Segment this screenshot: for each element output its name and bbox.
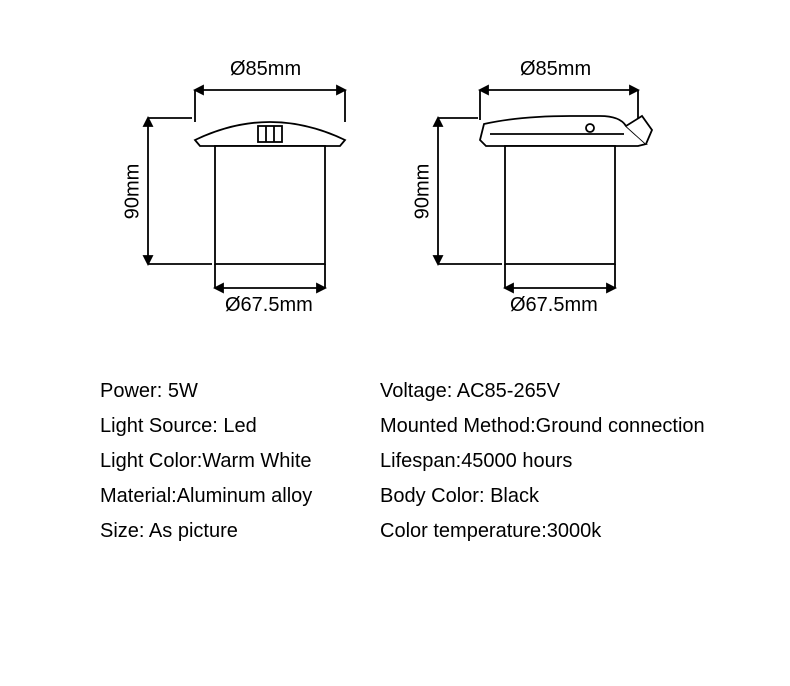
spec-cell: Voltage: AC85-265V bbox=[380, 380, 740, 403]
spec-cell: Body Color: Black bbox=[380, 485, 740, 508]
diagrams-area: Ø85mm bbox=[0, 60, 790, 340]
specs-table: Power: 5W Voltage: AC85-265V Light Sourc… bbox=[100, 380, 740, 555]
spec-row: Material:Aluminum alloy Body Color: Blac… bbox=[100, 485, 740, 508]
dim-bottom-right: Ø67.5mm bbox=[510, 294, 598, 317]
drawing-right-svg bbox=[420, 60, 700, 320]
drawing-left-svg bbox=[130, 60, 390, 320]
spec-cell: Color temperature:3000k bbox=[380, 520, 740, 543]
dim-left-left: 90mm bbox=[121, 164, 144, 220]
spec-cell: Mounted Method:Ground connection bbox=[380, 415, 740, 438]
spec-cell: Lifespan:45000 hours bbox=[380, 450, 740, 473]
spec-row: Power: 5W Voltage: AC85-265V bbox=[100, 380, 740, 403]
spec-cell: Power: 5W bbox=[100, 380, 380, 403]
spec-cell: Light Source: Led bbox=[100, 415, 380, 438]
spec-row: Size: As picture Color temperature:3000k bbox=[100, 520, 740, 543]
dim-left-right: 90mm bbox=[411, 164, 434, 220]
dim-bottom-left: Ø67.5mm bbox=[225, 294, 313, 317]
spec-row: Light Source: Led Mounted Method:Ground … bbox=[100, 415, 740, 438]
spec-row: Light Color:Warm White Lifespan:45000 ho… bbox=[100, 450, 740, 473]
spec-cell: Size: As picture bbox=[100, 520, 380, 543]
spec-cell: Light Color:Warm White bbox=[100, 450, 380, 473]
spec-cell: Material:Aluminum alloy bbox=[100, 485, 380, 508]
